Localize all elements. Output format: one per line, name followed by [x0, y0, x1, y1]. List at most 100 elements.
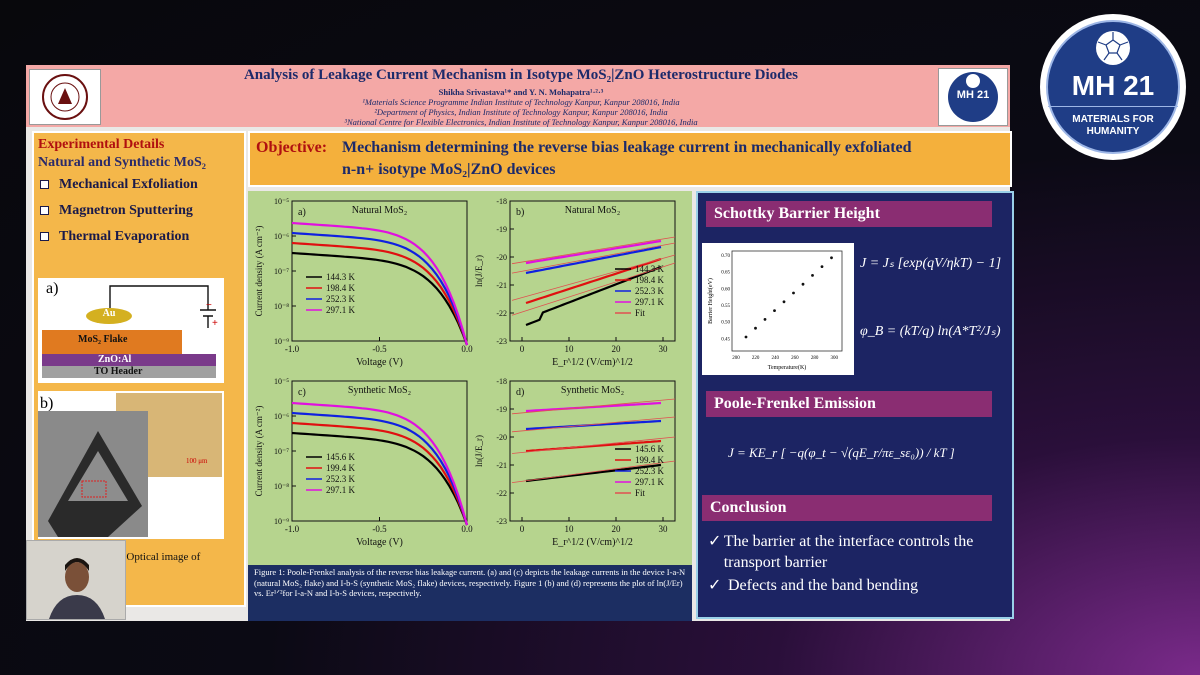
inset-frame — [731, 250, 843, 352]
legend-entry: 297.1 K — [635, 477, 665, 487]
tick-label: 10⁻⁷ — [274, 447, 289, 456]
legend-entry: 252.3 K — [635, 466, 665, 476]
checkbox-bullet-icon — [40, 180, 49, 190]
affiliation-2: ²Department of Physics, Indian Institute… — [374, 107, 668, 117]
tick-label: 0 — [520, 344, 525, 354]
y-axis-label: ln(J/E_r) — [474, 435, 484, 467]
figure-panel: a) Natural MoS₂ -1.0 -0.5 0.0 10⁻⁵ 10⁻⁶ 10⁻⁷ 10⁻… — [248, 191, 692, 619]
inset-y-tick: 0.55 — [721, 304, 730, 309]
inset-point — [773, 309, 776, 312]
mh21-small-logo: MH 21 — [938, 68, 1008, 126]
tick-label: 30 — [659, 344, 669, 354]
inset-x-tick: 240 — [772, 356, 780, 361]
legend-entry: Fit — [635, 488, 646, 498]
legend-entry: 252.3 K — [326, 294, 356, 304]
legend-entry: 144.3 K — [326, 272, 356, 282]
checkmark-icon: ✓ — [708, 577, 722, 594]
series-line — [291, 251, 469, 346]
series-line — [525, 245, 662, 275]
poster: Analysis of Leakage Current Mechanism in… — [26, 65, 1014, 621]
series-line — [525, 265, 662, 327]
tick-label: -1.0 — [285, 524, 300, 534]
tick-label: -21 — [496, 461, 507, 470]
plot-label: a) — [298, 207, 306, 218]
tick-label: 10⁻⁵ — [274, 197, 289, 206]
y-axis-label: Current density (A cm⁻²) — [254, 226, 264, 317]
barrier-inset-plot: 0.70 0.65 0.60 0.55 0.50 0.45 200 220 240 260 280 3… — [702, 243, 854, 375]
tick-label: 10 — [565, 344, 575, 354]
conclusion-heading: Conclusion — [702, 495, 992, 521]
inset-x-tick: 220 — [752, 356, 760, 361]
inset-x-tick: 200 — [732, 356, 740, 361]
legend-entry: 198.4 K — [635, 275, 665, 285]
tick-label: -0.5 — [372, 344, 387, 354]
inset-x-label: Temperature(K) — [768, 364, 807, 371]
tick-label: 10⁻⁶ — [274, 412, 289, 421]
legend-entry: 199.4 K — [635, 455, 665, 465]
optical-image-panel: b) 100 μm — [38, 391, 224, 539]
series-line — [525, 419, 662, 431]
list-item: Thermal Evaporation — [40, 229, 240, 245]
affiliation-3: ³National Centre for Flexible Electronic… — [344, 117, 698, 127]
poster-header: Analysis of Leakage Current Mechanism in… — [26, 65, 1010, 127]
series-line — [291, 401, 469, 526]
schottky-heading: Schottky Barrier Height — [706, 201, 992, 227]
inset-y-tick: 0.70 — [721, 254, 730, 259]
tick-label: 0.0 — [461, 344, 473, 354]
zno-label: ZnO:Al — [98, 354, 132, 365]
checkmark-icon: ✓ — [708, 533, 722, 550]
experimental-details-panel: Experimental Details Natural and Synthet… — [32, 131, 246, 607]
badge-title: MH 21 — [1071, 70, 1155, 101]
tick-label: 10⁻⁶ — [274, 232, 289, 241]
inset-point — [801, 282, 805, 286]
device-schematic: a) Au MoS₂ Flake ZnO:Al TO Header − + — [38, 278, 224, 383]
fig-b-label: b) — [40, 395, 54, 412]
series-line — [525, 463, 662, 483]
results-panel: Schottky Barrier Height 0.70 0.65 0.60 0.55… — [696, 191, 1014, 619]
plot-title: Synthetic MoS₂ — [348, 385, 411, 396]
equation-3: J = KE_r [ −q(φ_t − √(qE_r/πε_sε₀)) / kT… — [728, 445, 955, 460]
plot-frame — [291, 380, 468, 522]
list-item: Magnetron Sputtering — [40, 203, 240, 219]
inset-y-tick: 0.65 — [721, 271, 730, 276]
inset-point — [811, 274, 814, 277]
barrier-inset-svg: 0.70 0.65 0.60 0.55 0.50 0.45 200 220 240 260 280 3… — [707, 250, 843, 371]
equation-1: J = Jₛ [exp(qV/ηkT) − 1] — [860, 256, 1002, 271]
tick-label: 10⁻⁵ — [274, 377, 289, 386]
tick-label: 0.0 — [461, 524, 473, 534]
tick-label: -21 — [496, 281, 507, 290]
affiliation-1: ¹Materials Science Programme Indian Inst… — [362, 97, 680, 107]
series-line — [291, 231, 469, 346]
inset-x-tick: 280 — [811, 356, 819, 361]
tick-label: 20 — [612, 524, 622, 534]
plot-label: c) — [298, 387, 306, 398]
tick-label: -19 — [496, 225, 507, 234]
poster-authors: Shikha Srivastava¹* and Y. N. Mohapatra¹… — [106, 87, 936, 127]
objective-text-1: Mechanism determining the reverse bias l… — [342, 139, 912, 156]
flake-label: MoS₂ Flake — [78, 334, 128, 345]
x-axis-label: Voltage (V) — [356, 537, 403, 548]
checkbox-bullet-icon — [40, 232, 49, 242]
football-icon — [1096, 31, 1130, 65]
optical-caption: ) Optical image of — [120, 551, 201, 563]
legend-entry: 199.4 K — [326, 463, 356, 473]
series-line — [525, 257, 662, 305]
inset-y-tick: 0.60 — [721, 287, 730, 292]
iitk-logo — [29, 69, 101, 125]
list-item: ✓ Defects and the band bending — [708, 577, 919, 594]
inset-y-tick: 0.45 — [721, 337, 730, 342]
tick-label: -19 — [496, 405, 507, 414]
header-label: TO Header — [94, 366, 143, 377]
fit-line — [511, 236, 676, 265]
legend-entry: 198.4 K — [326, 283, 356, 293]
legend-entry: 252.3 K — [635, 286, 665, 296]
series-line — [291, 431, 469, 526]
badge-subtitle-1: MATERIALS FOR — [1072, 114, 1154, 125]
tick-label: 0 — [520, 524, 525, 534]
presenter-avatar — [27, 541, 125, 619]
fit-line — [511, 416, 676, 433]
presenter-webcam — [26, 540, 126, 620]
tick-label: -20 — [496, 433, 507, 442]
legend-entry: 145.6 K — [326, 452, 356, 462]
authors-line: Shikha Srivastava¹* and Y. N. Mohapatra¹… — [438, 87, 604, 97]
